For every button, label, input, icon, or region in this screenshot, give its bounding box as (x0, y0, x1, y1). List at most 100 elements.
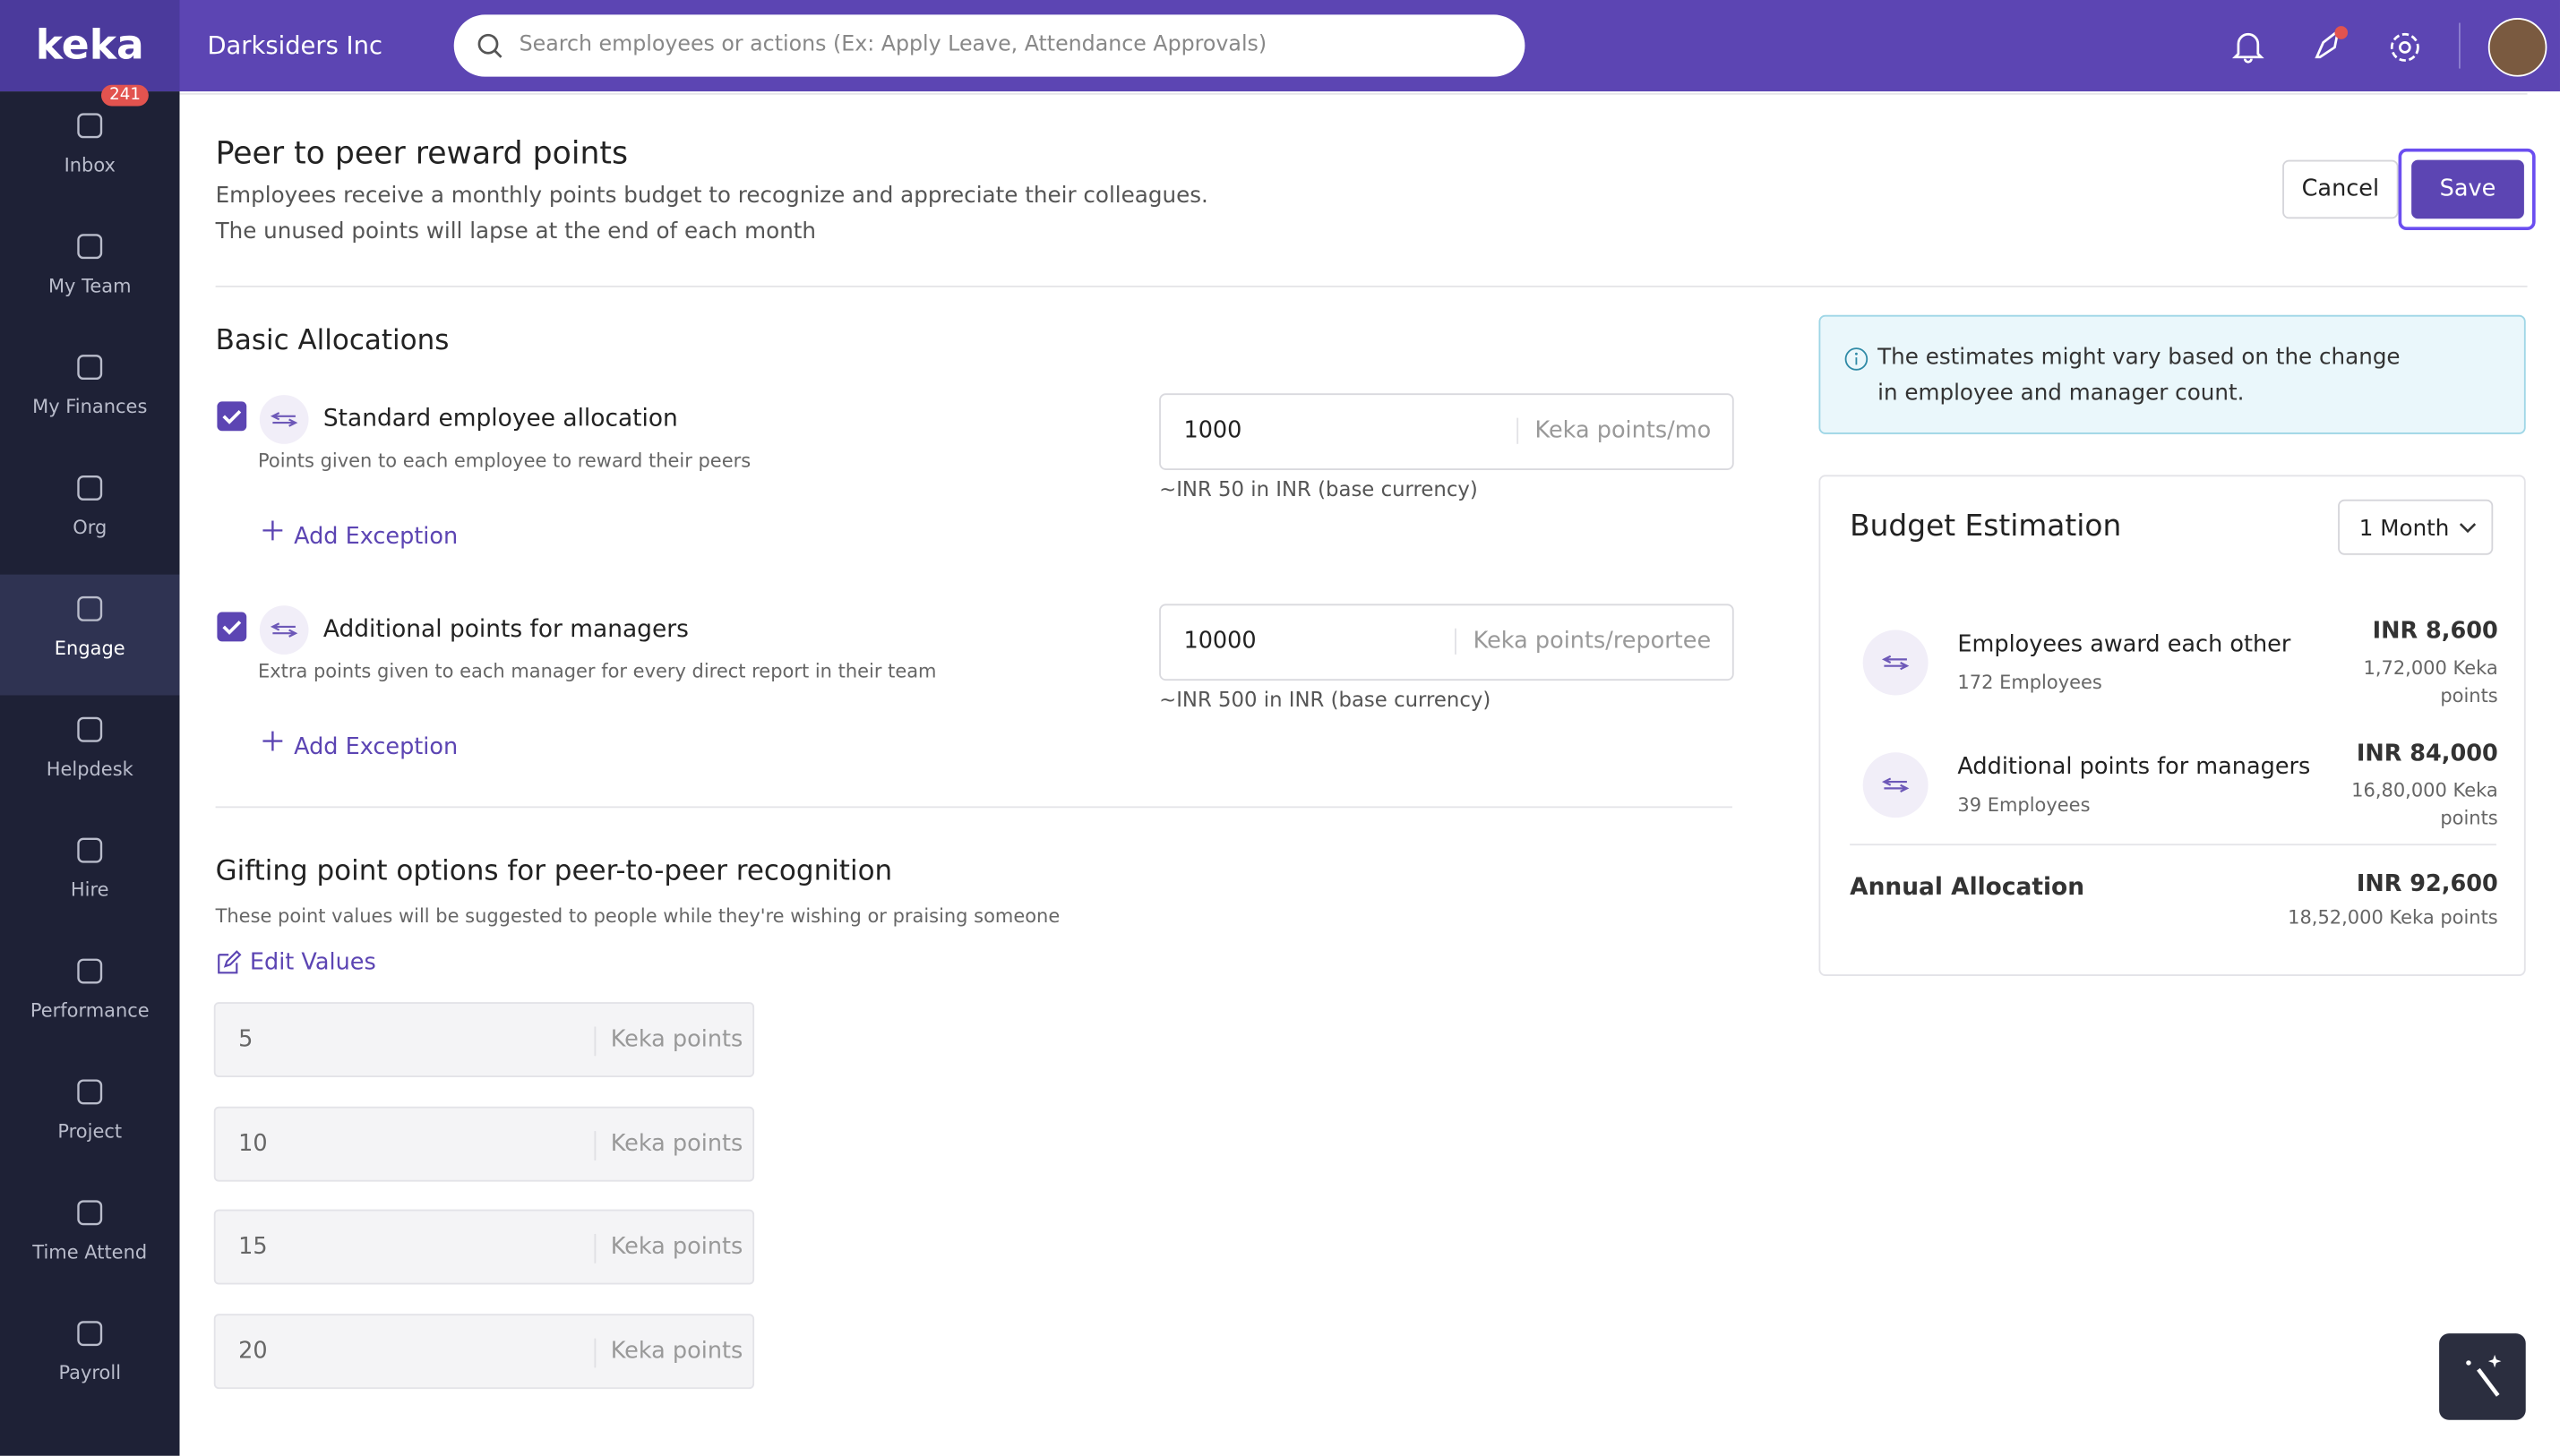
gift-option[interactable]: 15 Keka points (213, 1210, 755, 1286)
currency-note: ~INR 50 in INR (base currency) (1159, 476, 1478, 501)
bell[interactable] (2230, 28, 2266, 64)
divider (179, 92, 2528, 95)
gift-value: 20 (238, 1338, 268, 1365)
divider (215, 285, 2528, 287)
assistant-button[interactable] (2439, 1333, 2526, 1420)
nav-label: Engage (54, 636, 125, 660)
edit-icon (218, 950, 242, 974)
page-desc: The unused points will lapse at the end … (215, 218, 817, 245)
add-exception[interactable]: Add Exception (294, 734, 459, 761)
nav-label: My Team (47, 274, 132, 297)
input-unit: Keka points/mo (1516, 417, 1711, 444)
allocation-label: Additional points for managers (322, 616, 689, 644)
rocket[interactable] (2307, 24, 2349, 66)
budget-icon (1862, 630, 1929, 696)
section-title: Basic Allocations (215, 324, 450, 358)
edit-values[interactable]: Edit Values (249, 949, 376, 976)
gift-unit: Keka points (594, 1130, 743, 1161)
budget-amount: INR 8,600 (2372, 618, 2498, 645)
nav-item[interactable]: My Team (0, 212, 179, 333)
search-placeholder: Search employees or actions (Ex: Apply L… (519, 32, 1267, 57)
gift-value: 10 (238, 1130, 268, 1157)
checkbox[interactable] (217, 401, 247, 432)
budget-title: Budget Estimation (1850, 509, 2122, 544)
annual-points: 18,52,000 Keka points (2288, 905, 2498, 929)
points-input[interactable]: 1000 Keka points/mo (1159, 393, 1734, 470)
period-select[interactable]: 1 Month (2338, 499, 2494, 555)
gift-unit: Keka points (594, 1026, 743, 1057)
budget-icon (1862, 752, 1929, 818)
allocation-desc: Extra points given to each manager for e… (257, 659, 937, 682)
nav-label: Payroll (58, 1361, 122, 1384)
nav-item[interactable]: My Finances (0, 333, 179, 454)
nav-item[interactable]: Time Attend (0, 1178, 179, 1299)
cancel-button[interactable]: Cancel (2282, 159, 2399, 219)
allocation-desc: Points given to each employee to reward … (257, 449, 752, 472)
budget-label: Employees award each other (1957, 631, 2291, 658)
allocation-icon (259, 605, 309, 655)
nav-item[interactable]: Hire (0, 816, 179, 937)
search[interactable]: Search employees or actions (Ex: Apply L… (453, 14, 1525, 77)
points-input[interactable]: 10000 Keka points/reportee (1159, 604, 1734, 681)
logo[interactable]: keka (0, 0, 180, 92)
info-box: The estimates might vary based on the ch… (1818, 314, 2526, 434)
gift-option[interactable]: 5 Keka points (213, 1002, 755, 1077)
nav-label: My Finances (32, 395, 148, 418)
divider (215, 806, 1732, 809)
page-title: Peer to peer reward points (215, 135, 629, 172)
settings[interactable] (2387, 30, 2423, 65)
gift-value: 5 (238, 1026, 253, 1053)
focus-ring (2398, 148, 2536, 231)
input-value: 10000 (1183, 628, 1257, 655)
nav-label: Org (73, 515, 107, 539)
section-title: Gifting point options for peer-to-peer r… (215, 855, 893, 888)
allocation-icon (259, 395, 309, 444)
annual-label: Annual Allocation (1850, 874, 2085, 902)
nav-label: Inbox (64, 153, 116, 176)
nav-label: Hire (70, 878, 109, 902)
divider (2458, 22, 2461, 69)
budget-sub: 172 Employees (1957, 671, 2102, 694)
company[interactable]: Darksiders Inc (207, 30, 382, 61)
gift-option[interactable]: 10 Keka points (213, 1106, 755, 1182)
nav-item[interactable]: Inbox 241 (0, 84, 179, 212)
currency-note: ~INR 500 in INR (base currency) (1159, 687, 1491, 712)
nav-item[interactable]: Performance (0, 937, 179, 1058)
add-exception[interactable]: Add Exception (294, 524, 459, 551)
nav-item[interactable]: Payroll (0, 1299, 179, 1420)
input-unit: Keka points/reportee (1455, 628, 1711, 655)
nav-label: Time Attend (32, 1240, 148, 1263)
gift-unit: Keka points (594, 1234, 743, 1264)
add-exception-icon (262, 730, 285, 758)
nav-item[interactable]: Org (0, 454, 179, 575)
info-text: The estimates might vary based on the ch… (1877, 344, 2401, 407)
nav-label: Project (57, 1119, 123, 1143)
badge: 241 (101, 84, 150, 107)
avatar[interactable] (2487, 18, 2547, 77)
nav-label: Helpdesk (46, 757, 133, 781)
allocation-label: Standard employee allocation (322, 406, 678, 433)
gift-value: 15 (238, 1234, 268, 1261)
checkbox[interactable] (217, 612, 247, 642)
budget-label: Additional points for managers (1957, 754, 2311, 781)
input-value: 1000 (1183, 417, 1242, 444)
nav-item[interactable]: Engage (0, 574, 180, 696)
budget-points: 1,72,000 Keka points (2363, 655, 2498, 707)
period-value: 1 Month (2358, 515, 2450, 543)
gift-unit: Keka points (594, 1338, 743, 1368)
page-desc: Employees receive a monthly points budge… (215, 183, 1208, 210)
budget-amount: INR 84,000 (2356, 741, 2498, 767)
budget-points: 16,80,000 Keka points (2351, 778, 2498, 829)
divider (1850, 844, 2496, 846)
add-exception-icon (262, 519, 285, 547)
nav-item[interactable]: Helpdesk (0, 695, 179, 816)
annual-amount: INR 92,600 (2356, 871, 2498, 898)
budget-sub: 39 Employees (1957, 792, 2091, 817)
section-desc: These point values will be suggested to … (215, 904, 1061, 928)
sidebar: Inbox 241 My Team My Finances Org Engage Helpd… (0, 84, 180, 1456)
nav-item[interactable]: Project (0, 1058, 179, 1178)
budget-card: Budget Estimation 1 Month Annual Allocat… (1818, 475, 2526, 976)
gift-option[interactable]: 20 Keka points (213, 1314, 755, 1390)
save-button[interactable]: Save (2411, 159, 2524, 219)
